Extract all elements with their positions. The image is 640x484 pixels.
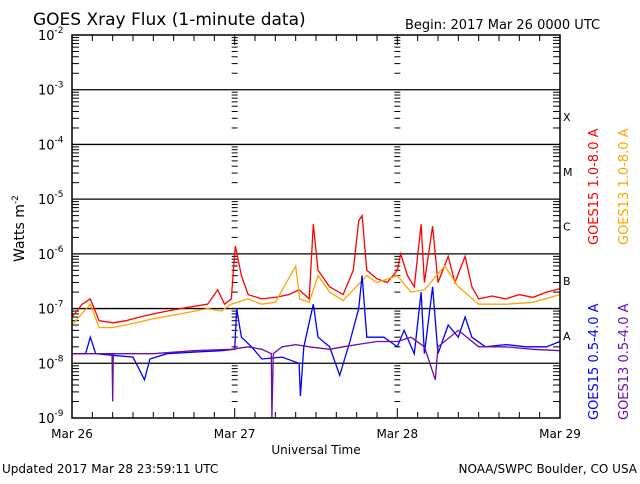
y-tick-label: 10-3 [38,81,64,99]
y-tick-labels: 10-9 10-8 10-7 10-6 10-5 10-4 10-3 10-2 [38,26,64,427]
chart-title: GOES Xray Flux (1-minute data) [33,10,306,30]
legend: GOES15 1.0-8.0 A GOES13 1.0-8.0 A GOES15 0… [587,128,632,420]
x-axis-label: Universal Time [271,443,360,457]
x-tick-label: Mar 28 [376,427,418,441]
flare-class-label: X [563,111,571,124]
y-tick-label: 10-7 [38,300,64,318]
series-line [72,275,561,397]
x-tick-label: Mar 29 [539,427,581,441]
x-tick-label: Mar 27 [214,427,256,441]
y-tick-label: 10-4 [38,135,64,153]
grid [72,35,560,418]
flare-class-label: C [563,221,571,234]
y-axis-label: Watts m-2 [11,195,28,262]
y-tick-label: 10-2 [38,26,64,44]
x-tick-labels: Mar 26 Mar 27 Mar 28 Mar 29 [51,427,581,441]
series-line [71,213,561,324]
y-tick-label: 10-6 [38,245,64,263]
flare-class-label: A [563,330,571,343]
series-line [71,263,561,329]
y-tick-label: 10-9 [38,409,64,427]
begin-label: Begin: 2017 Mar 26 0000 UTC [405,18,600,33]
legend-entry: GOES13 0.5-4.0 A [617,303,632,420]
updated-label: Updated 2017 Mar 28 23:59:11 UTC [2,462,218,476]
credit-label: NOAA/SWPC Boulder, CO USA [459,462,638,476]
flare-class-label: B [563,275,571,288]
flare-class-labels: X M C B A [563,111,573,343]
y-tick-label: 10-8 [38,354,64,372]
y-tick-label: 10-5 [38,190,64,208]
plot-frame [71,34,561,419]
flare-class-label: M [563,166,573,179]
x-tick-label: Mar 26 [51,427,93,441]
legend-entry: GOES13 1.0-8.0 A [617,128,632,245]
legend-entry: GOES15 0.5-4.0 A [587,303,602,420]
series-layer [71,213,561,419]
legend-entry: GOES15 1.0-8.0 A [587,128,602,245]
series-line [72,329,561,419]
